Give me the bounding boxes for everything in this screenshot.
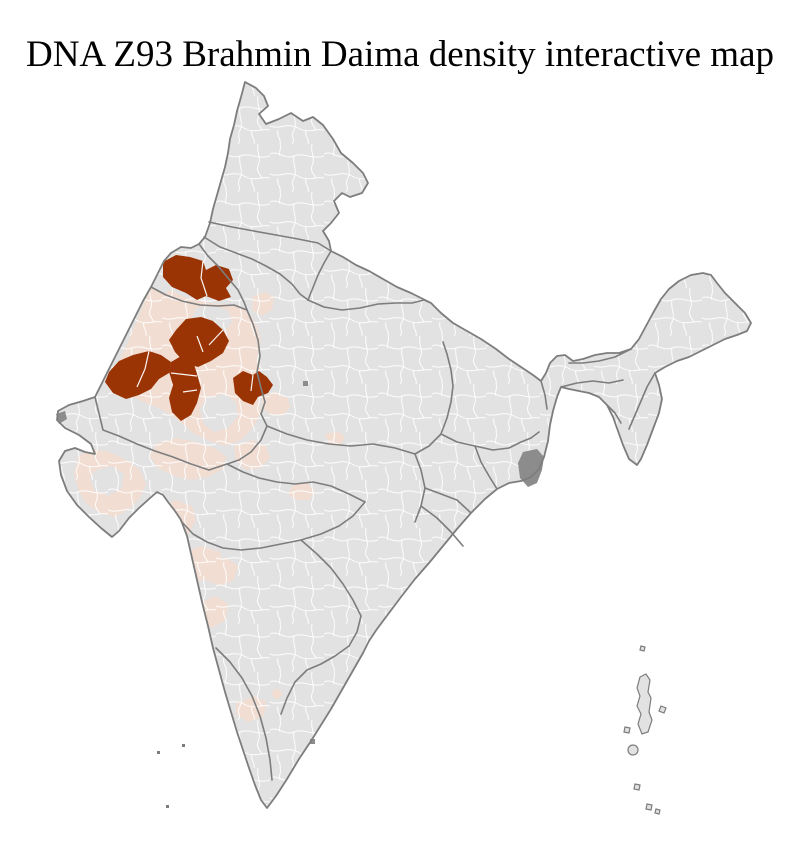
state-borders <box>94 221 656 781</box>
coastal-territory[interactable] <box>310 739 315 744</box>
district-separators <box>136 260 254 393</box>
small-territory[interactable] <box>303 381 308 386</box>
andaman-nicobar-islands[interactable] <box>623 645 667 815</box>
dense-boundary-regions <box>56 381 544 744</box>
district-high-density[interactable] <box>105 351 171 399</box>
high-density-regions <box>105 255 273 421</box>
district-high-density[interactable] <box>163 255 233 301</box>
lakshadweep-islands[interactable] <box>157 744 185 808</box>
district-high-density[interactable] <box>233 371 273 405</box>
district-high-density[interactable] <box>169 355 201 421</box>
river-delta-region[interactable] <box>518 449 544 487</box>
page-title: DNA Z93 Brahmin Daima density interactiv… <box>25 33 775 75</box>
